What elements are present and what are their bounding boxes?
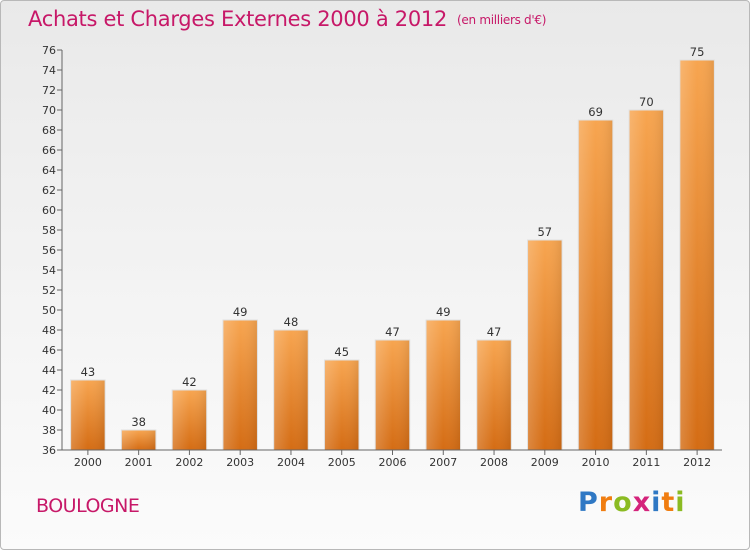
bar-value-label: 47: [487, 325, 502, 339]
y-tick-label: 36: [42, 444, 56, 457]
bar-shading: [274, 330, 308, 450]
y-tick-label: 56: [42, 244, 56, 257]
bar-value-label: 45: [334, 345, 349, 359]
y-tick-label: 58: [42, 224, 56, 237]
y-tick-label: 74: [42, 64, 56, 77]
bar-value-label: 49: [436, 305, 451, 319]
bar-shading: [477, 340, 511, 450]
bar-value-label: 43: [81, 365, 96, 379]
chart-title-text: Achats et Charges Externes 2000 à 2012: [28, 7, 448, 31]
x-tick-label: 2002: [175, 456, 203, 469]
bar-shading: [223, 320, 257, 450]
x-tick-label: 2004: [277, 456, 305, 469]
y-tick-label: 40: [42, 404, 56, 417]
bar-shading: [121, 430, 156, 450]
chart-title: Achats et Charges Externes 2000 à 2012 (e…: [28, 7, 546, 31]
y-tick-label: 76: [42, 44, 56, 57]
y-tick-label: 72: [42, 84, 56, 97]
x-tick-label: 2005: [328, 456, 356, 469]
bar-shading: [71, 380, 105, 450]
bar-shading: [680, 60, 714, 450]
y-tick-label: 46: [42, 344, 56, 357]
logo-letter: r: [598, 487, 614, 518]
y-tick-label: 70: [42, 104, 56, 117]
x-tick-label: 2008: [480, 456, 508, 469]
logo-letter: x: [632, 487, 652, 518]
x-tick-label: 2003: [226, 456, 254, 469]
logo-letter: t: [661, 487, 676, 518]
x-tick-label: 2007: [429, 456, 457, 469]
y-tick-label: 50: [42, 304, 56, 317]
x-tick-label: 2009: [531, 456, 559, 469]
bar-shading: [426, 320, 461, 450]
bar-shading: [375, 340, 410, 450]
x-tick-label: 2011: [632, 456, 660, 469]
y-tick-label: 68: [42, 124, 56, 137]
bar-value-label: 70: [639, 95, 654, 109]
y-tick-label: 54: [42, 264, 56, 277]
bar-value-label: 48: [284, 315, 299, 329]
bar-shading: [629, 110, 664, 450]
bar-value-label: 42: [182, 375, 197, 389]
y-tick-label: 48: [42, 324, 56, 337]
x-tick-label: 2010: [582, 456, 610, 469]
bar-value-label: 75: [690, 45, 705, 59]
bar-value-label: 49: [233, 305, 248, 319]
logo-letter: P: [578, 487, 599, 518]
proxiti-logo: Proxiti: [578, 487, 686, 518]
bar-shading: [172, 390, 207, 450]
y-tick-label: 42: [42, 384, 56, 397]
logo-letter: i: [675, 487, 686, 518]
y-tick-label: 44: [42, 364, 56, 377]
bar-value-label: 57: [537, 225, 552, 239]
y-tick-label: 62: [42, 184, 56, 197]
x-tick-label: 2000: [74, 456, 102, 469]
y-tick-label: 66: [42, 144, 56, 157]
bar-shading: [578, 120, 613, 450]
x-tick-label: 2001: [125, 456, 153, 469]
logo-letter: o: [613, 487, 633, 518]
bar-value-label: 38: [131, 415, 146, 429]
bar-shading: [528, 240, 562, 450]
y-tick-label: 38: [42, 424, 56, 437]
bar-value-label: 69: [588, 105, 603, 119]
y-tick-label: 64: [42, 164, 56, 177]
y-axis: 36 38 40 42 44 46 48 50 52 54 56 58 60 62 64 66 68 70 72 74…: [42, 44, 63, 457]
bars: 43 38 42 49 48 45 47 49 47 57 69 70 75: [70, 45, 715, 451]
chart-subtitle: (en milliers d'€): [457, 13, 547, 27]
y-tick-label: 60: [42, 204, 56, 217]
x-tick-label: 2012: [683, 456, 711, 469]
logo-letter: i: [651, 487, 662, 518]
x-axis: 2000 2001 2002 2003 2004 2005 2006 2007 2008 2009…: [62, 449, 722, 469]
bar-shading: [324, 360, 359, 450]
commune-name: BOULOGNE: [36, 495, 140, 517]
x-tick-label: 2006: [379, 456, 407, 469]
y-tick-label: 52: [42, 284, 56, 297]
bar-value-label: 47: [385, 325, 400, 339]
